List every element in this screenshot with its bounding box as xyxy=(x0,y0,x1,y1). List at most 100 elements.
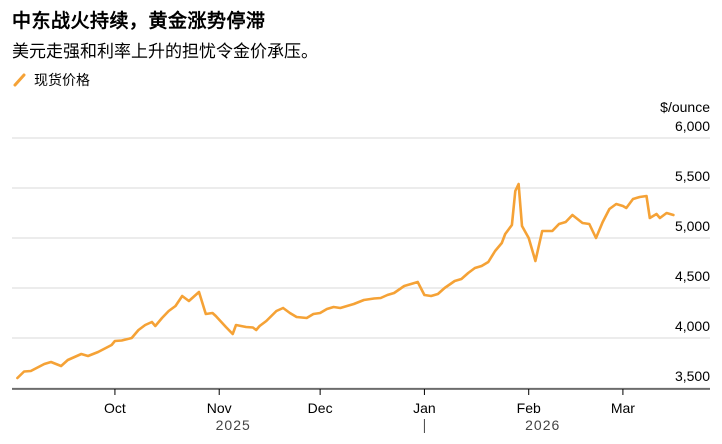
data-point xyxy=(50,361,52,363)
data-point xyxy=(423,294,426,296)
data-point xyxy=(501,242,503,244)
data-point xyxy=(551,230,554,232)
data-point xyxy=(332,306,335,308)
data-point xyxy=(16,377,19,379)
data-point xyxy=(245,326,247,328)
data-point xyxy=(174,305,177,307)
x-tick-label: Feb xyxy=(517,400,541,416)
data-point xyxy=(211,312,214,314)
data-point xyxy=(608,208,611,210)
series-line xyxy=(16,182,675,380)
data-point xyxy=(120,339,123,342)
data-point xyxy=(319,312,321,314)
x-tick-label: Nov xyxy=(207,400,232,416)
data-point xyxy=(252,326,254,329)
data-point xyxy=(480,265,483,267)
data-point xyxy=(527,237,530,239)
data-point xyxy=(151,321,153,323)
data-point xyxy=(416,281,419,283)
data-point xyxy=(339,307,342,309)
data-point xyxy=(275,310,278,312)
data-point xyxy=(403,285,406,287)
data-point xyxy=(581,222,584,224)
data-point xyxy=(231,333,234,335)
data-point xyxy=(225,326,227,328)
data-point xyxy=(181,295,183,297)
data-point xyxy=(645,195,648,197)
data-point xyxy=(393,292,395,294)
data-point xyxy=(154,325,157,327)
data-point xyxy=(541,230,543,232)
data-point xyxy=(130,337,133,339)
data-point xyxy=(474,267,476,269)
data-point xyxy=(215,315,217,317)
data-point xyxy=(672,214,675,216)
x-axis: Oct Nov Dec Jan Feb Mar 2025 2026 xyxy=(12,388,710,433)
data-point xyxy=(625,207,628,209)
data-point xyxy=(23,370,25,373)
x-tick-label: Dec xyxy=(308,400,333,416)
data-point xyxy=(137,329,140,331)
data-point xyxy=(205,313,207,315)
year-label: 2025 xyxy=(216,417,251,433)
data-point xyxy=(60,365,62,367)
data-point xyxy=(255,329,257,331)
x-tick-label: Mar xyxy=(611,400,635,416)
data-point xyxy=(487,261,490,263)
data-point xyxy=(430,295,432,297)
data-point xyxy=(379,297,382,299)
data-point xyxy=(326,308,328,310)
data-point xyxy=(97,351,99,353)
x-tick-label: Oct xyxy=(104,400,126,416)
data-point xyxy=(289,312,291,314)
data-point xyxy=(504,233,507,235)
data-point xyxy=(655,213,658,215)
data-point xyxy=(110,344,113,346)
data-point xyxy=(353,303,355,305)
data-point xyxy=(595,237,597,239)
data-point xyxy=(144,324,146,326)
data-point xyxy=(43,363,46,365)
chart-title: 中东战火持续，黄金涨势停滞 xyxy=(12,10,266,32)
data-point xyxy=(346,305,348,307)
chart-subtitle: 美元走强和利率上升的担忧令金价承压。 xyxy=(12,42,318,62)
data-point xyxy=(534,260,537,262)
data-point xyxy=(386,294,389,296)
data-point xyxy=(67,359,69,361)
legend-swatch-icon xyxy=(13,73,26,87)
data-point xyxy=(564,221,567,223)
data-point xyxy=(467,272,470,274)
data-point xyxy=(514,190,517,192)
data-point xyxy=(87,355,89,357)
data-point xyxy=(588,223,591,225)
y-tick-label: 5,000 xyxy=(675,218,710,234)
data-point xyxy=(571,214,574,216)
data-point xyxy=(198,291,200,293)
data-point xyxy=(295,316,298,318)
data-point xyxy=(437,293,439,295)
x-tick-label: Jan xyxy=(413,400,436,416)
data-point xyxy=(258,325,261,327)
data-point xyxy=(521,225,523,227)
data-point xyxy=(114,340,116,342)
data-point xyxy=(460,278,463,280)
data-point xyxy=(443,287,446,289)
data-point xyxy=(410,283,412,285)
data-point xyxy=(638,196,641,198)
data-point xyxy=(188,300,190,302)
data-point xyxy=(659,217,661,219)
data-point xyxy=(665,212,668,214)
y-tick-label: 4,500 xyxy=(675,268,710,284)
y-tick-label: 3,500 xyxy=(675,368,710,384)
y-tick-label: 6,000 xyxy=(675,118,710,134)
legend: 现货价格 xyxy=(12,70,90,90)
data-point xyxy=(305,317,308,319)
data-point xyxy=(373,297,375,300)
data-point xyxy=(632,198,634,200)
y-axis: $/ounce 3,500 4,000 4,500 5,000 5,500 6,000 xyxy=(660,99,710,384)
data-point xyxy=(649,217,651,219)
y-tick-label: 5,500 xyxy=(675,168,710,184)
data-point xyxy=(312,313,315,315)
data-point xyxy=(265,320,268,322)
